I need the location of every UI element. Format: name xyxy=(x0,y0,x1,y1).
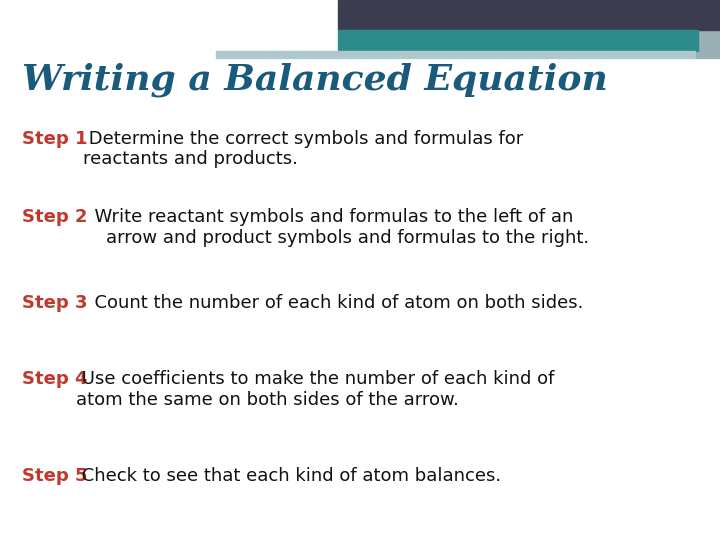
Text: Check to see that each kind of atom balances.: Check to see that each kind of atom bala… xyxy=(76,467,500,485)
Text: Determine the correct symbols and formulas for
reactants and products.: Determine the correct symbols and formul… xyxy=(83,130,523,168)
Bar xyxy=(216,51,338,58)
Text: Step 4: Step 4 xyxy=(22,370,87,388)
Text: Step 2: Step 2 xyxy=(22,208,87,226)
Text: Use coefficients to make the number of each kind of
atom the same on both sides : Use coefficients to make the number of e… xyxy=(76,370,554,409)
Text: Count the number of each kind of atom on both sides.: Count the number of each kind of atom on… xyxy=(83,294,583,312)
Text: Step 5: Step 5 xyxy=(22,467,87,485)
Bar xyxy=(338,30,698,51)
Text: Step 3: Step 3 xyxy=(22,294,87,312)
Text: Step 1: Step 1 xyxy=(22,130,87,147)
Bar xyxy=(695,30,720,58)
Bar xyxy=(338,0,720,30)
Bar xyxy=(338,51,695,58)
Text: Writing a Balanced Equation: Writing a Balanced Equation xyxy=(22,62,608,97)
Text: Write reactant symbols and formulas to the left of an
    arrow and product symb: Write reactant symbols and formulas to t… xyxy=(83,208,589,247)
